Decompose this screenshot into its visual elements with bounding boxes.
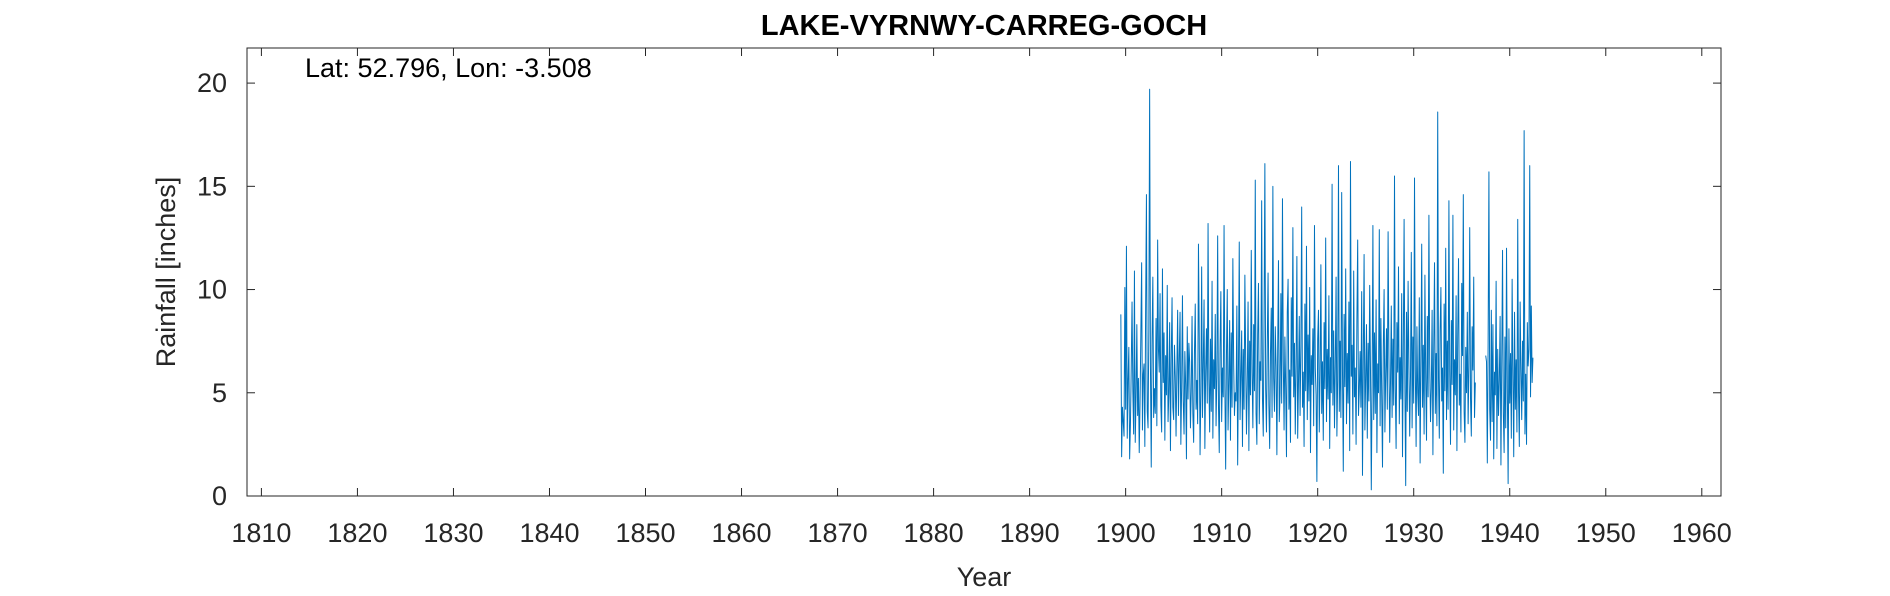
- chart-title: LAKE-VYRNWY-CARREG-GOCH: [761, 10, 1207, 42]
- y-tick-label: 0: [212, 481, 227, 511]
- x-tick-label: 1930: [1384, 518, 1444, 548]
- x-tick-label: 1950: [1576, 518, 1636, 548]
- x-tick-label: 1880: [904, 518, 964, 548]
- x-tick-label: 1960: [1672, 518, 1732, 548]
- y-axis: 0 5 10 15 20: [197, 68, 1721, 511]
- series-group: [1120, 88, 1534, 491]
- x-tick-label: 1910: [1192, 518, 1252, 548]
- x-tick-label: 1830: [423, 518, 483, 548]
- plot-area: [246, 47, 1722, 497]
- y-axis-label: Rainfall [inches]: [151, 177, 181, 368]
- x-tick-label: 1840: [519, 518, 579, 548]
- x-tick-label: 1870: [808, 518, 868, 548]
- series-line-0: [1120, 88, 1534, 491]
- x-tick-label: 1810: [231, 518, 291, 548]
- x-tick-label: 1900: [1096, 518, 1156, 548]
- y-tick-label: 10: [197, 275, 227, 305]
- x-tick-label: 1860: [711, 518, 771, 548]
- x-tick-label: 1890: [1000, 518, 1060, 548]
- x-tick-label: 1850: [615, 518, 675, 548]
- x-tick-label: 1820: [327, 518, 387, 548]
- y-tick-label: 15: [197, 171, 227, 201]
- y-tick-label: 20: [197, 68, 227, 98]
- x-axis-label: Year: [957, 562, 1012, 591]
- y-tick-label: 5: [212, 378, 227, 408]
- location-annotation: Lat: 52.796, Lon: -3.508: [305, 53, 592, 83]
- x-tick-label: 1940: [1480, 518, 1540, 548]
- x-tick-label: 1920: [1288, 518, 1348, 548]
- series-clip-group: [1120, 88, 1534, 491]
- x-axis: 1810 1820 1830 1840 1850 1860 1870 1880 1890 1900…: [231, 48, 1732, 548]
